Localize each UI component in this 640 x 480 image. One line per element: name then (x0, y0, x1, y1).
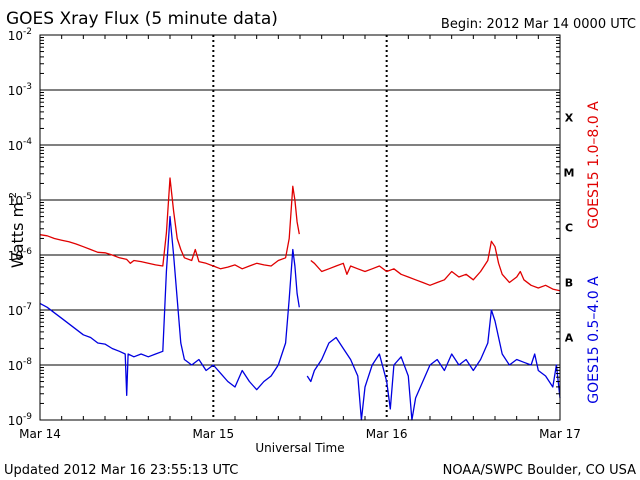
flare-class-label: B (565, 277, 573, 290)
x-axis-label: Universal Time (255, 441, 344, 455)
chart-title: GOES Xray Flux (5 minute data) (6, 9, 278, 29)
flare-class-label: M (564, 167, 575, 180)
series-line-long (39, 177, 561, 292)
legend-red-label: GOES15 1.0–8.0 A (586, 101, 602, 229)
flare-class-labels: A B C M X (564, 112, 575, 345)
chart-series-lines (39, 177, 561, 421)
y-tick-label: 10-6 (8, 247, 33, 263)
legend-blue-label: GOES15 0.5–4.0 A (586, 276, 602, 404)
y-axis-label-main: Watts m (8, 202, 27, 268)
flare-class-label: X (565, 112, 574, 125)
y-tick-label: 10-7 (8, 302, 32, 318)
y-tick-label: 10-5 (8, 192, 32, 208)
y-axis-label-exp: -2 (8, 192, 19, 202)
series-line-short (39, 215, 561, 421)
credit-label: NOAA/SWPC Boulder, CO USA (443, 463, 636, 478)
flare-class-label: C (565, 222, 573, 235)
plot-frame (39, 34, 561, 421)
x-tick-labels: Mar 14 Mar 15 Mar 16 Mar 17 (19, 427, 581, 441)
x-tick-label: Mar 14 (19, 427, 61, 441)
x-tick-label: Mar 15 (192, 427, 234, 441)
chart-grid (40, 35, 560, 420)
y-tick-label: 10-8 (8, 357, 33, 373)
begin-label: Begin: 2012 Mar 14 0000 UTC (441, 17, 636, 32)
y-tick-label: 10-2 (8, 27, 32, 43)
svg-text:Watts m-2: Watts m-2 (8, 192, 27, 268)
chart-ticks (40, 34, 560, 421)
y-tick-label: 10-9 (8, 412, 33, 428)
updated-timestamp: Updated 2012 Mar 16 23:55:13 UTC (4, 463, 238, 478)
y-tick-label: 10-4 (8, 137, 33, 153)
x-tick-label: Mar 16 (366, 427, 408, 441)
y-tick-labels: 10-9 10-8 10-7 10-6 10-5 10-4 10-3 10-2 (8, 27, 33, 428)
y-axis-label: Watts m-2 (8, 192, 27, 268)
legend-series-short: GOES15 0.5–4.0 A (586, 276, 602, 404)
legend-series-long: GOES15 1.0–8.0 A (586, 101, 602, 229)
flare-class-label: A (565, 332, 574, 345)
y-tick-label: 10-3 (8, 82, 32, 98)
x-tick-label: Mar 17 (539, 427, 581, 441)
